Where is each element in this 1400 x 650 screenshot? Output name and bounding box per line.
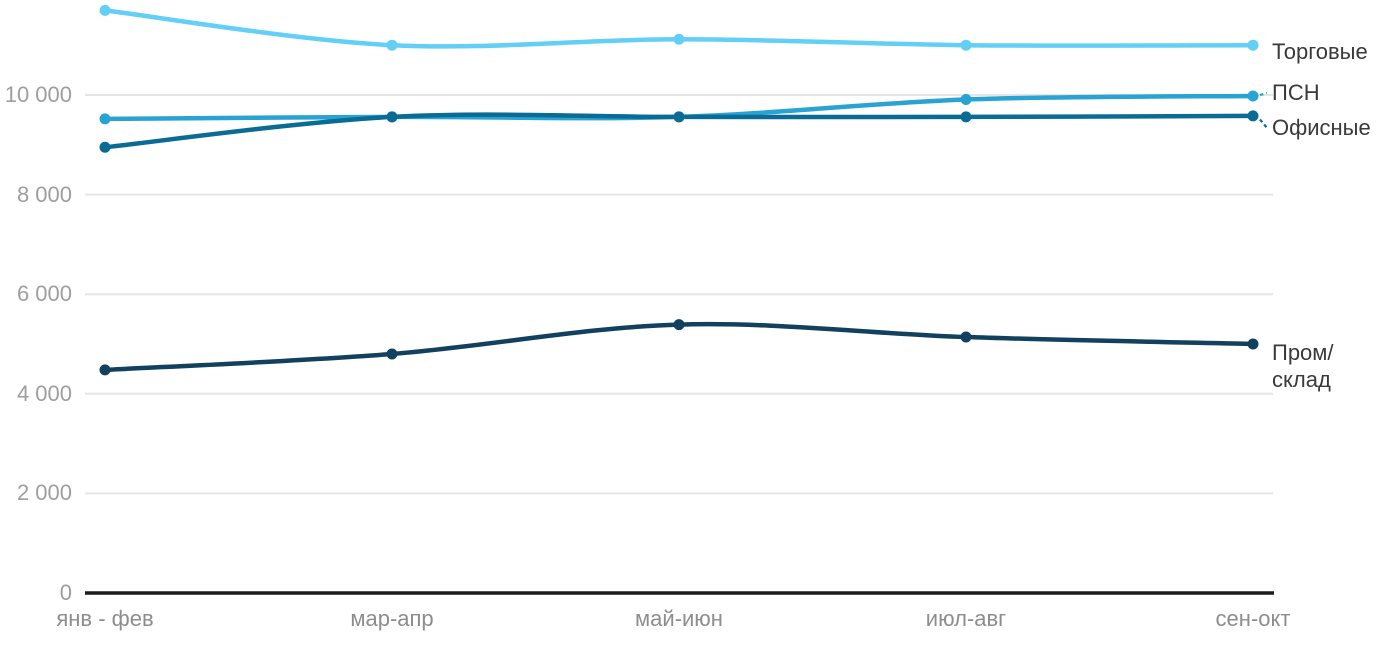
x-axis-tick-label: мар-апр [350,606,434,631]
data-point-marker[interactable] [386,348,398,360]
data-point-marker[interactable] [386,39,398,51]
data-point-marker[interactable] [1247,90,1259,102]
label-connectors [1259,91,1268,129]
y-axis-tick-label: 8 000 [16,181,72,207]
data-point-marker[interactable] [673,319,685,331]
x-axis-tick-label: янв - фев [56,606,154,631]
series-end-label-line: склад [1272,366,1331,392]
data-point-marker[interactable] [1247,39,1259,51]
data-point-marker[interactable] [99,364,111,376]
data-point-marker[interactable] [960,39,972,51]
series-markers [99,4,1259,376]
data-point-marker[interactable] [99,113,111,125]
y-axis-tick-label: 4 000 [16,380,72,406]
label-connector [1259,91,1268,97]
data-point-marker[interactable] [960,331,972,343]
series-end-label: ПСН [1272,79,1320,106]
data-point-marker[interactable] [386,111,398,123]
data-point-marker[interactable] [1247,338,1259,350]
series-end-label: Офисные [1272,114,1371,141]
y-axis-tick-label: 2 000 [16,480,72,506]
data-point-marker[interactable] [673,111,685,123]
series-end-label: Торговые [1272,38,1368,65]
series-end-label-line: Торговые [1272,38,1368,64]
series-end-label-line: Офисные [1272,115,1371,141]
x-axis-tick-label: сен-окт [1215,606,1291,631]
series-end-label: Пром/склад [1272,339,1334,393]
data-point-marker[interactable] [960,111,972,123]
x-axis-tick-label: июл-авг [925,606,1007,631]
data-point-marker[interactable] [1247,110,1259,122]
series-end-label-line: ПСН [1272,80,1320,106]
data-point-marker[interactable] [673,33,685,45]
y-axis-tick-label: 10 000 [4,82,72,107]
x-axis-tick-label: май-июн [635,606,723,631]
gridlines [85,94,1273,495]
series-end-label-line: Пром/ [1272,339,1334,365]
y-axis-tick-label: 6 000 [16,281,72,307]
label-connector [1259,118,1268,129]
data-point-marker[interactable] [960,93,972,105]
data-point-marker[interactable] [99,4,111,16]
data-point-marker[interactable] [99,141,111,153]
y-axis-tick-label: 0 [59,580,72,605]
